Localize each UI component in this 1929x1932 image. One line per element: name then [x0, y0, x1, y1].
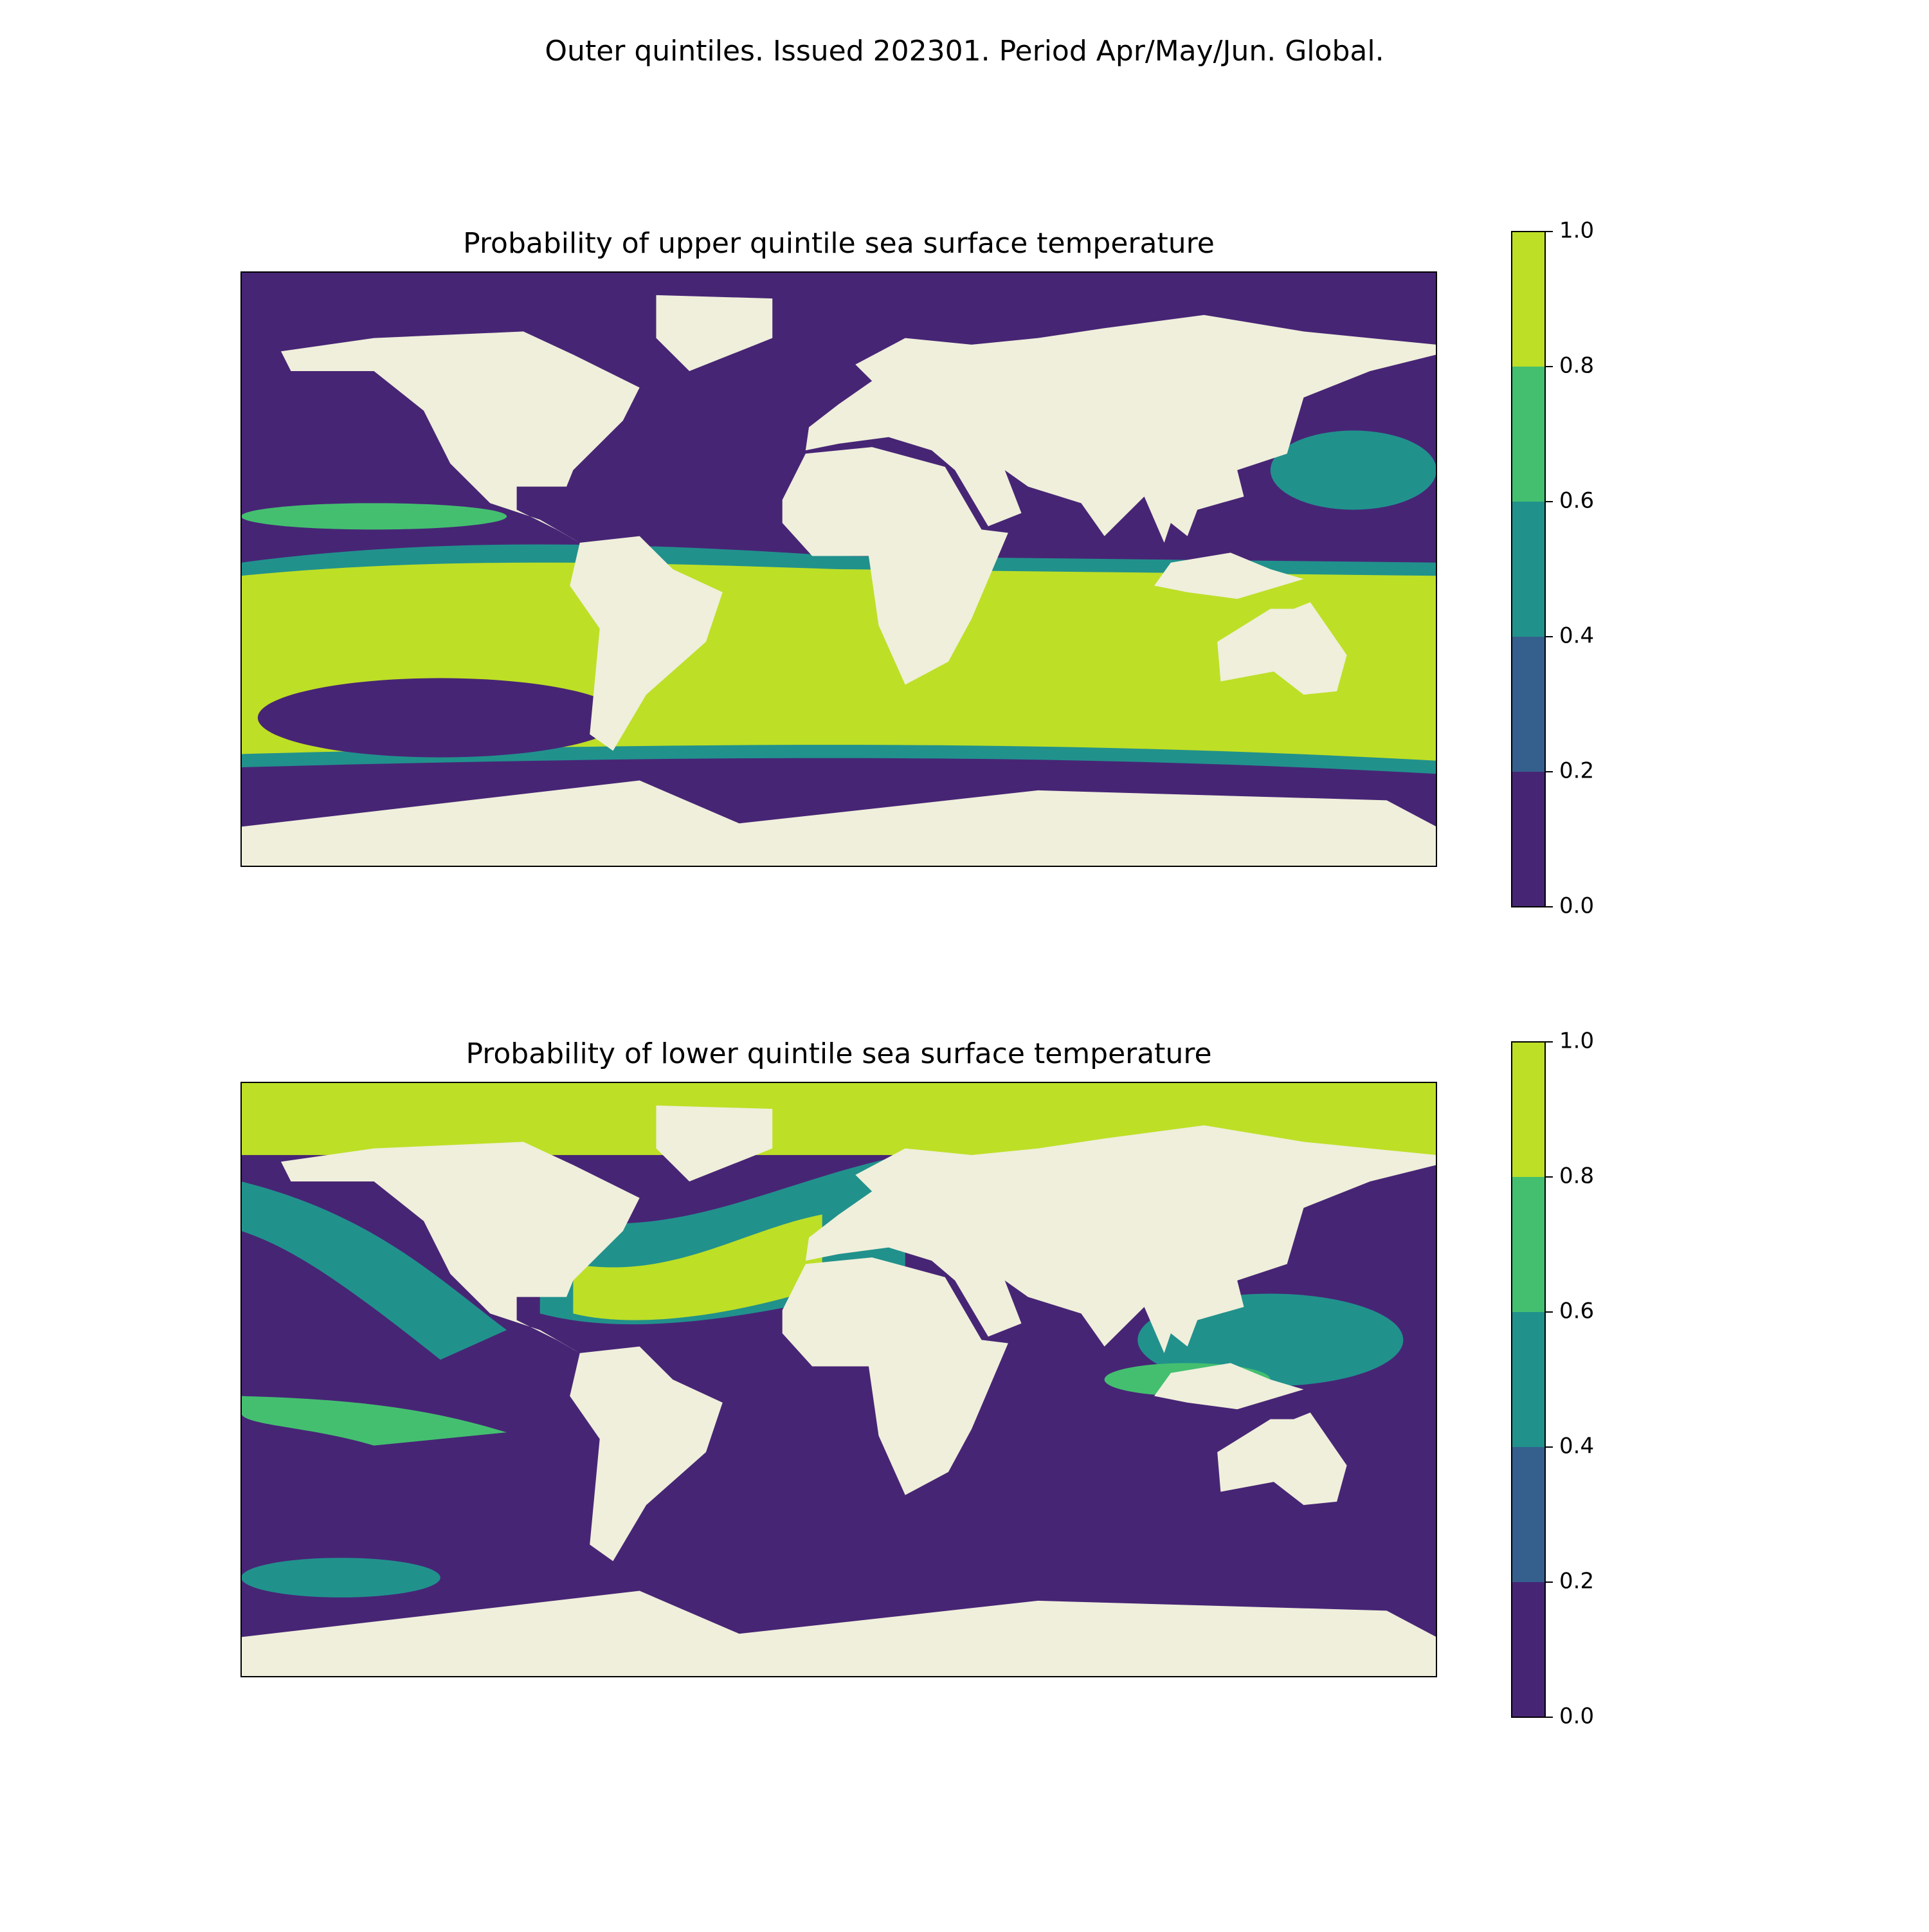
field-patch	[241, 503, 507, 530]
land	[570, 536, 723, 751]
colorbar-tick-label: 0.4	[1559, 1434, 1594, 1459]
panel-title: Probability of lower quintile sea surfac…	[466, 1037, 1211, 1070]
land	[805, 314, 1436, 543]
field-patch	[1270, 430, 1436, 510]
colorbar-segment	[1512, 772, 1545, 907]
colorbar-tick-label: 0.2	[1559, 1569, 1594, 1594]
colorbar-tick-label: 0.2	[1559, 758, 1594, 784]
colorbar-tick-label: 1.0	[1559, 1028, 1594, 1054]
colorbar-tick-label: 0.4	[1559, 623, 1594, 649]
colorbar-tick-label: 0.8	[1559, 353, 1594, 379]
land	[241, 780, 1436, 866]
figure-title: Outer quintiles. Issued 202301. Period A…	[545, 35, 1384, 68]
colorbar-tick-label: 0.6	[1559, 1299, 1594, 1324]
colorbar-segment	[1512, 502, 1545, 637]
land	[570, 1346, 723, 1562]
colorbar-frame	[1511, 231, 1546, 907]
colorbar-segment	[1512, 1177, 1545, 1312]
colorbar-tick-label: 0.0	[1559, 1704, 1594, 1729]
map	[241, 272, 1436, 866]
land	[782, 447, 1008, 685]
colorbar-segment	[1512, 1447, 1545, 1582]
field-patch	[241, 1558, 440, 1598]
colorbar-tick-label: 0.6	[1559, 488, 1594, 514]
land	[241, 1590, 1436, 1677]
colorbar-segment	[1512, 1582, 1545, 1717]
colorbar-segment	[1512, 367, 1545, 502]
land	[280, 1142, 640, 1353]
land	[1217, 1412, 1347, 1506]
land	[1154, 552, 1304, 599]
colorbar-tick-label: 0.0	[1559, 893, 1594, 919]
colorbar-tick-label: 1.0	[1559, 218, 1594, 244]
colorbar-segment	[1512, 1312, 1545, 1447]
land	[1154, 1363, 1304, 1410]
land	[782, 1257, 1008, 1495]
panel-title: Probability of upper quintile sea surfac…	[463, 227, 1215, 260]
field-patch	[257, 678, 623, 758]
colorbar-segment	[1512, 1042, 1545, 1177]
map-frame	[240, 271, 1437, 867]
land	[656, 1105, 773, 1181]
land	[1217, 602, 1347, 695]
map-frame	[240, 1082, 1437, 1677]
field-band	[241, 1181, 507, 1360]
colorbar-frame	[1511, 1041, 1546, 1718]
colorbar-segment	[1512, 232, 1545, 367]
colorbar-segment	[1512, 637, 1545, 772]
land	[280, 331, 640, 543]
colorbar-tick-label: 0.8	[1559, 1163, 1594, 1189]
field-band	[573, 1214, 822, 1320]
field-band	[241, 1396, 507, 1446]
land	[656, 295, 773, 371]
land	[805, 1125, 1436, 1353]
map	[241, 1082, 1436, 1677]
